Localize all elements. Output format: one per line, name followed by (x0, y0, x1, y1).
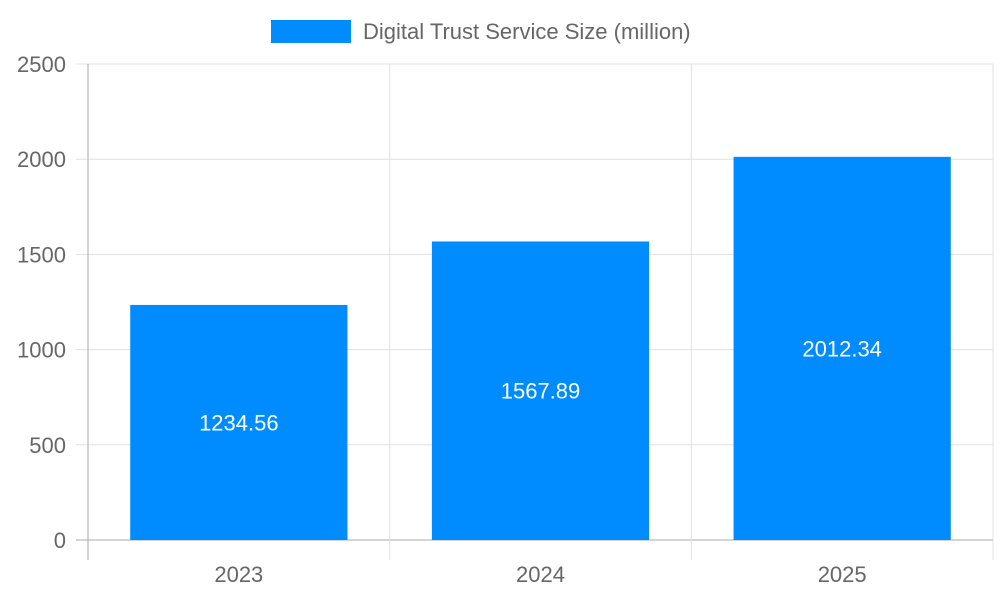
x-tick-label: 2024 (516, 562, 565, 587)
y-tick-label: 0 (54, 528, 66, 553)
bar (130, 304, 348, 540)
bar-value-label: 1567.89 (501, 379, 581, 404)
x-tick-label: 2025 (818, 562, 867, 587)
y-tick-label: 2000 (17, 147, 66, 172)
y-tick-label: 1000 (17, 338, 66, 363)
x-tick-label: 2023 (214, 562, 263, 587)
bar-value-label: 2012.34 (802, 336, 882, 361)
legend-label: Digital Trust Service Size (million) (363, 19, 691, 44)
y-tick-label: 500 (29, 433, 66, 458)
bar (431, 241, 650, 540)
bar (733, 156, 951, 540)
legend: Digital Trust Service Size (million) (271, 19, 691, 44)
legend-swatch (271, 20, 351, 43)
y-tick-label: 1500 (17, 242, 66, 267)
bar-value-label: 1234.56 (199, 410, 279, 435)
y-tick-label: 2500 (17, 52, 66, 77)
